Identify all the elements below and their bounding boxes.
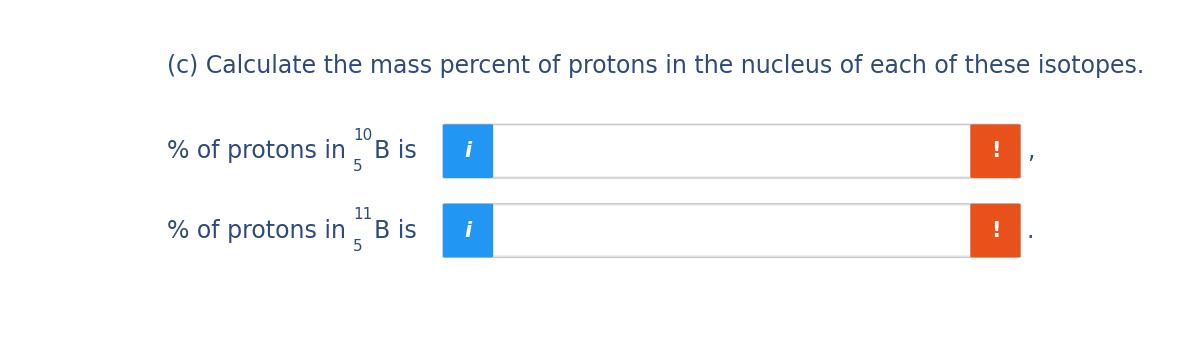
FancyBboxPatch shape <box>971 124 1020 178</box>
Text: 11: 11 <box>353 208 372 222</box>
FancyBboxPatch shape <box>971 204 1020 257</box>
Text: 5: 5 <box>353 239 362 254</box>
Text: !: ! <box>991 221 1000 241</box>
FancyBboxPatch shape <box>443 124 493 178</box>
Text: i: i <box>464 141 472 161</box>
FancyBboxPatch shape <box>443 204 1020 257</box>
Text: B is: B is <box>374 139 418 163</box>
FancyBboxPatch shape <box>491 206 973 255</box>
Text: !: ! <box>991 141 1000 161</box>
Text: (c) Calculate the mass percent of protons in the nucleus of each of these isotop: (c) Calculate the mass percent of proton… <box>167 54 1144 78</box>
Text: ,: , <box>1027 139 1034 163</box>
Text: % of protons in: % of protons in <box>167 139 353 163</box>
Text: 5: 5 <box>353 159 362 174</box>
Text: % of protons in: % of protons in <box>167 219 353 243</box>
FancyBboxPatch shape <box>491 126 973 176</box>
Text: B is: B is <box>374 219 418 243</box>
Text: 10: 10 <box>353 128 372 143</box>
FancyBboxPatch shape <box>443 124 1020 178</box>
Text: i: i <box>464 221 472 241</box>
FancyBboxPatch shape <box>443 204 493 257</box>
Text: .: . <box>1027 219 1034 243</box>
